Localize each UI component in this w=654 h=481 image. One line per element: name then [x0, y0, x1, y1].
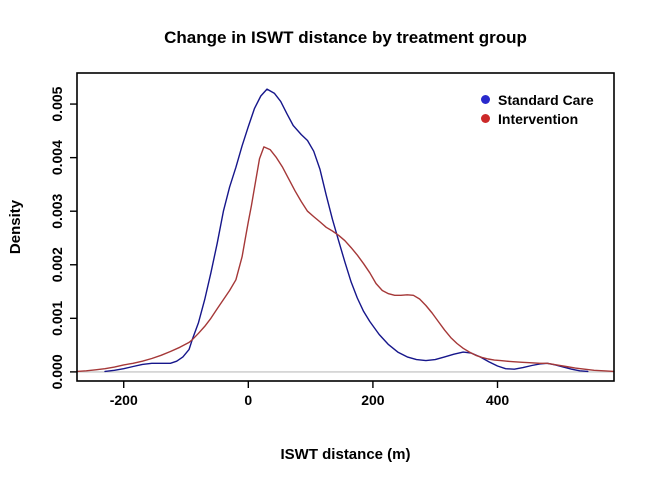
y-axis-tick-label: 0.005 [49, 86, 65, 121]
x-axis-label: ISWT distance (m) [280, 446, 411, 463]
legend-dot-intervention-icon [481, 114, 490, 123]
legend: Standard Care Intervention [481, 90, 594, 128]
legend-label-intervention: Intervention [498, 110, 579, 127]
x-axis-tick-label: 0 [244, 392, 252, 408]
y-axis-tick-label: 0.004 [49, 140, 65, 175]
density-curve-intervention [76, 146, 615, 373]
y-axis-tick-label: 0.000 [49, 354, 65, 389]
legend-item-intervention: Intervention [481, 109, 594, 128]
x-axis-tick-label: 200 [361, 392, 385, 408]
y-axis-label: Density [7, 199, 24, 255]
plot-box [76, 72, 615, 382]
y-axis-tick-label: 0.002 [49, 247, 65, 282]
y-axis-tick-label: 0.001 [49, 301, 65, 336]
x-axis-tick-label: 400 [486, 392, 510, 408]
x-axis-tick-label: -200 [110, 392, 138, 408]
legend-dot-standard-care-icon [481, 95, 490, 104]
chart-title: Change in ISWT distance by treatment gro… [164, 28, 527, 47]
legend-item-standard-care: Standard Care [481, 90, 594, 109]
legend-label-standard-care: Standard Care [498, 91, 594, 108]
y-axis-tick-label: 0.003 [49, 193, 65, 228]
density-curve-standard-care [104, 88, 589, 373]
